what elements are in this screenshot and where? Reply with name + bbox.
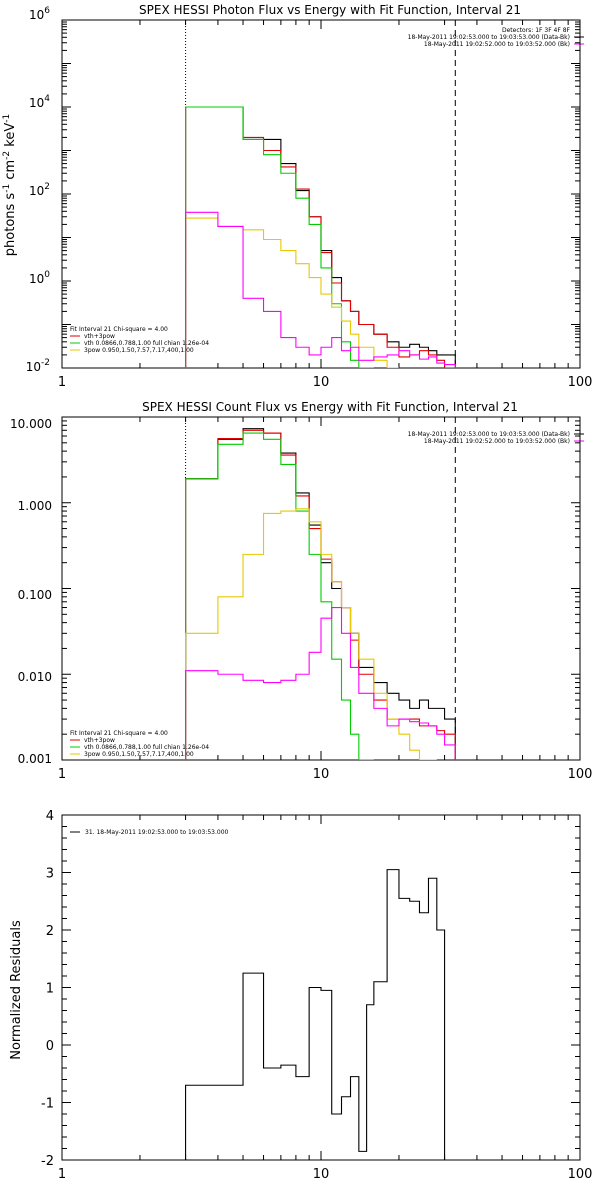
legend-left: Fit Interval 21 Chi-square = 4.00 vth+3p…: [70, 730, 209, 758]
series-group: [185, 428, 456, 760]
legend-data-time: 18-May-2011 19:02:53.000 to 19:03:53.000…: [408, 34, 570, 41]
x-tick-label: 1: [58, 767, 66, 782]
series-vth-3pow: [185, 106, 456, 368]
y-tick-label: 3: [46, 867, 54, 882]
y-tick-label: 102: [29, 182, 50, 198]
legend-bk-time: 18-May-2011 19:02:52.000 to 19:03:52.000…: [424, 438, 570, 445]
plot-area-2: 1 10 100 -2 -1 0 1 2 3 4: [41, 809, 592, 1182]
panel-title: SPEX HESSI Photon Flux vs Energy with Fi…: [139, 3, 521, 17]
y-tick-label: 0.001: [18, 752, 52, 766]
x-tick-label: 100: [568, 767, 593, 782]
y-tick-labels: 10-2 100 102 104 106: [26, 6, 51, 374]
x-tick-label: 1: [58, 1167, 66, 1182]
x-tick-label: 10: [313, 767, 330, 782]
y-tick-label: 10.000: [10, 417, 52, 431]
legend-pow: 3pow 0.950,1.50,7.57,7.17,400,1.00: [84, 347, 194, 354]
legend-left: 31. 18-May-2011 19:02:53.000 to 19:03:53…: [70, 829, 229, 836]
panel-residuals: Normalized Residuals 31. 18-May-2011 19:…: [9, 829, 229, 1060]
legend-fit-interval: Fit Interval 21 Chi-square = 4.00: [70, 326, 168, 333]
legend-total: vth+3pow: [84, 333, 115, 340]
y-tick-label: 0.010: [18, 670, 52, 684]
series-bk: [185, 606, 456, 760]
x-tick-label: 100: [568, 375, 593, 390]
legend-left: Fit Interval 21 Chi-square = 4.00 vth+3p…: [70, 326, 209, 354]
y-axis-label: Normalized Residuals: [9, 920, 24, 1060]
y-tick-label: 4: [46, 809, 54, 824]
y-tick-label: 104: [29, 94, 50, 110]
legend-vth: vth 0.0866,0.788,1.00 full chian 1.26e-0…: [84, 340, 209, 347]
series-3pow: [185, 217, 399, 368]
series-group: [185, 869, 446, 1160]
y-axis-label: photons s-1 cm-2 keV-1: [2, 114, 18, 256]
y-tick-label: 0: [46, 1039, 54, 1054]
series-data: [185, 428, 456, 760]
y-tick-label: 100: [29, 270, 50, 286]
y-tick-labels: 0.001 0.010 0.100 1.000 10.000: [10, 417, 52, 766]
series-3pow: [185, 508, 437, 760]
series-31-18-may-2011-19-02-53-000-to-19-03-53-000: [185, 869, 446, 1160]
series-data: [185, 106, 456, 368]
y-tick-label: 1.000: [18, 499, 52, 513]
legend-right: Detectors: 1F 3F 4F 8F 18-May-2011 19:02…: [408, 27, 584, 48]
plot-frame: [61, 19, 581, 369]
series-vth-3pow: [185, 429, 456, 760]
x-tick-label: 10: [313, 1167, 330, 1182]
series-bk: [185, 211, 456, 368]
legend-detectors: Detectors: 1F 3F 4F 8F: [502, 27, 571, 34]
plot-area-0: 1 10 100: [58, 19, 593, 390]
legend-fit-interval: Fit Interval 21 Chi-square = 4.00: [70, 730, 168, 737]
series-vth: [185, 432, 374, 760]
y-tick-label: -1: [41, 1097, 54, 1112]
legend-residual-interval: 31. 18-May-2011 19:02:53.000 to 19:03:53…: [85, 829, 229, 836]
legend-pow: 3pow 0.950,1.50,7.57,7.17,400,1.00: [84, 751, 194, 758]
panel-title: SPEX HESSI Count Flux vs Energy with Fit…: [142, 400, 518, 414]
x-tick-label: 10: [313, 375, 330, 390]
legend-bk-time: 18-May-2011 19:02:52.000 to 19:03:52.000…: [424, 41, 570, 48]
panel-count-flux: SPEX HESSI Count Flux vs Energy with Fit…: [10, 400, 584, 766]
y-tick-label: 0.100: [18, 588, 52, 602]
panel-photon-flux: SPEX HESSI Photon Flux vs Energy with Fi…: [2, 3, 584, 374]
plot-area-1: 1 10 100: [58, 416, 593, 782]
y-tick-label: -2: [41, 1154, 54, 1169]
legend-data-time: 18-May-2011 19:02:53.000 to 19:03:53.000…: [408, 431, 570, 438]
y-tick-label: 2: [46, 924, 54, 939]
x-tick-label: 1: [58, 375, 66, 390]
legend-total: vth+3pow: [84, 737, 115, 744]
series-group: [185, 106, 456, 368]
y-tick-label: 106: [29, 6, 50, 22]
legend-vth: vth 0.0866,0.788,1.00 full chian 1.26e-0…: [84, 744, 209, 751]
y-tick-label: 1: [46, 982, 54, 997]
x-tick-label: 100: [568, 1167, 593, 1182]
series-vth: [185, 106, 374, 368]
y-tick-label: 10-2: [26, 358, 50, 374]
legend-right: 18-May-2011 19:02:53.000 to 19:03:53.000…: [408, 431, 584, 445]
